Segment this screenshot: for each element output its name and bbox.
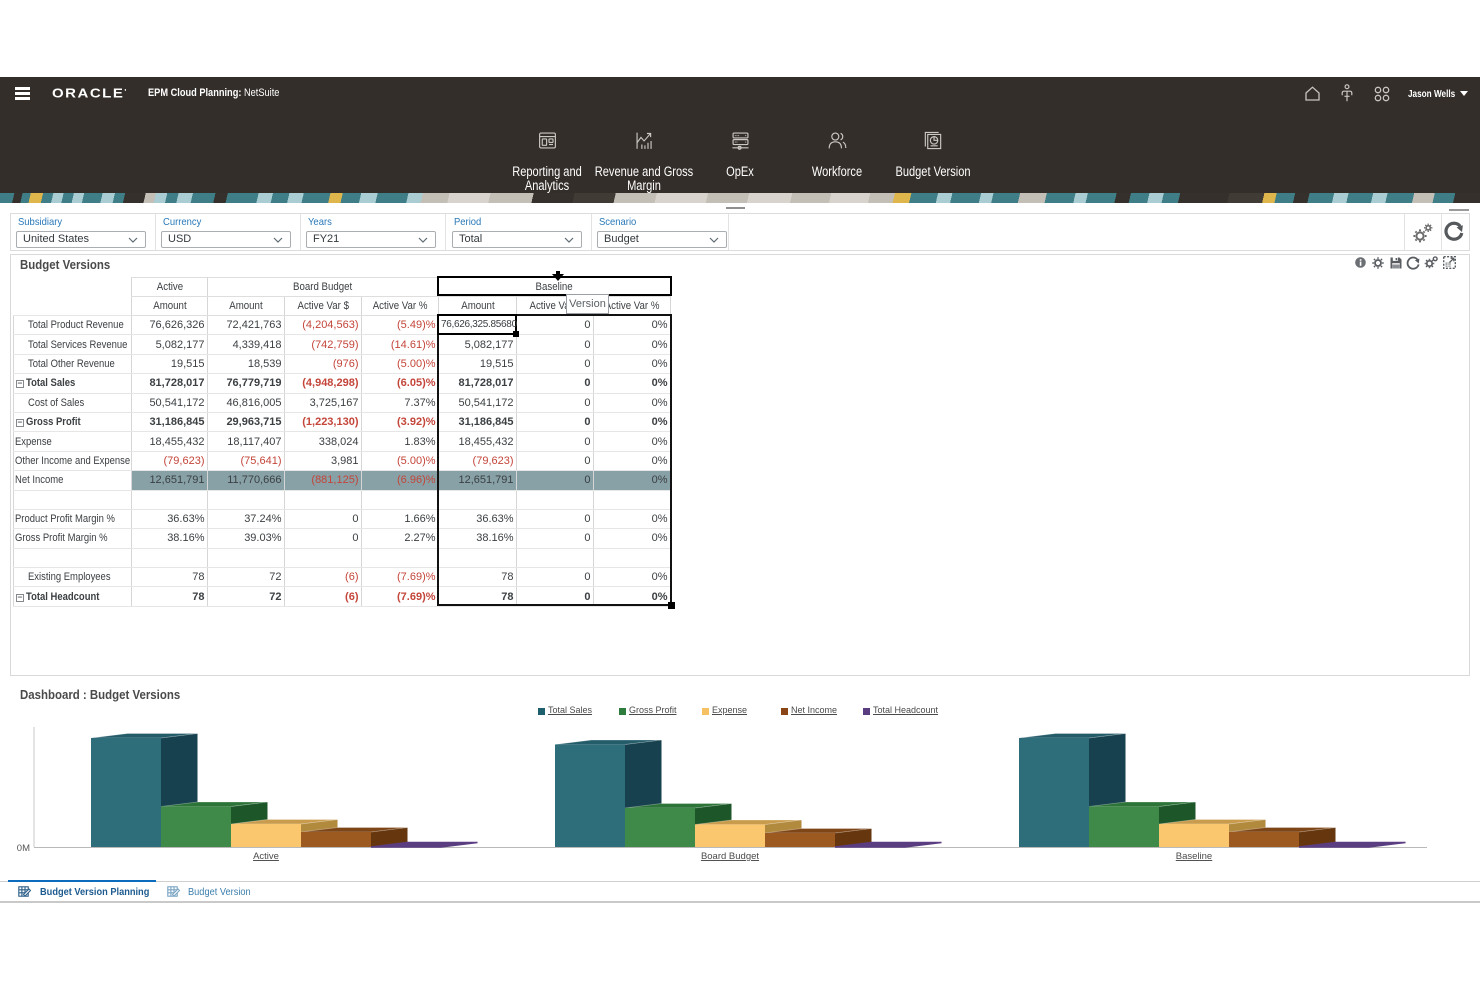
svg-text:Board Budget: Board Budget <box>701 851 759 862</box>
svg-text:0M: 0M <box>17 843 30 854</box>
svg-text:Baseline: Baseline <box>1176 851 1212 862</box>
svg-text:Active: Active <box>253 851 279 862</box>
